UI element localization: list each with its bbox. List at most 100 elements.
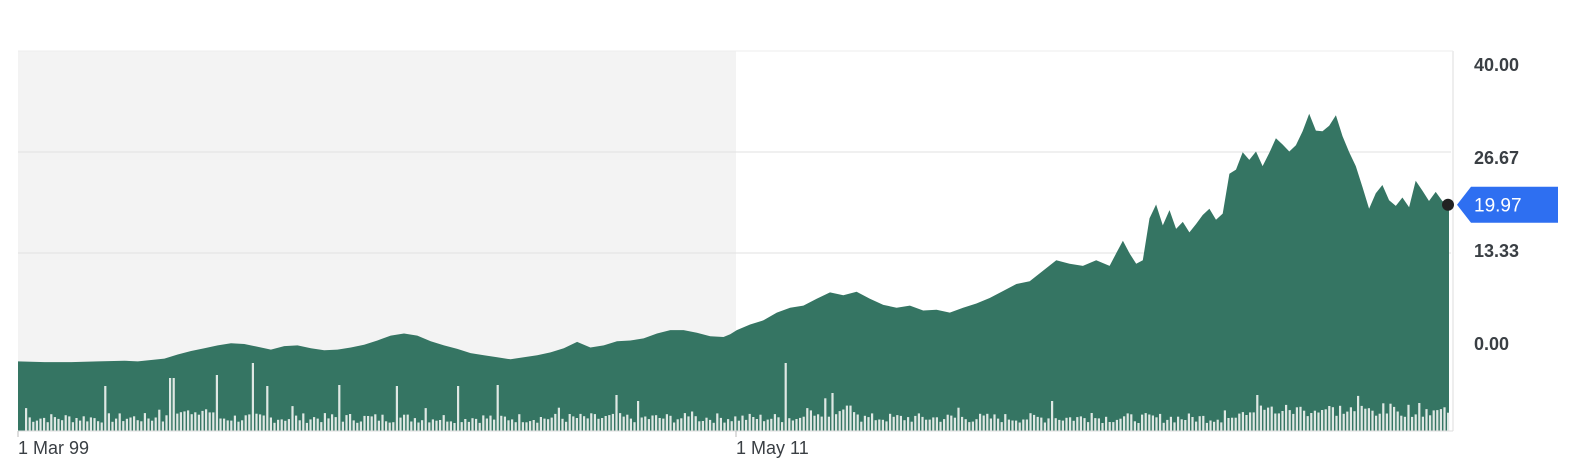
volume-bar [277,419,280,431]
volume-bar [1205,422,1208,431]
volume-bar [565,421,568,431]
volume-bar [532,420,535,431]
volume-bar [478,422,481,431]
volume-bar [1421,416,1424,431]
volume-bar [1295,407,1298,431]
volume-bar [971,421,974,431]
volume-bar [323,413,326,431]
volume-bar [151,420,154,431]
volume-bar [716,413,719,431]
volume-bar [241,420,244,431]
volume-bar [1159,413,1162,431]
volume-bar [1429,415,1432,431]
volume-bar [115,418,118,431]
volume-bar [629,418,632,431]
volume-bar [71,422,74,431]
volume-bar [554,413,557,431]
volume-bar [1029,413,1032,431]
volume-bar [791,420,794,431]
volume-bar [885,421,888,431]
volume-bar [32,421,35,431]
volume-bar [410,421,413,431]
volume-bar [140,421,143,431]
volume-bar [539,417,542,431]
volume-bar [1227,418,1230,431]
volume-bar [1245,415,1248,431]
volume-bar [1403,416,1406,431]
volume-bar [68,416,71,431]
volume-bar [583,416,586,431]
volume-bar [734,416,737,431]
volume-bar [1411,416,1414,431]
volume-bar [770,418,773,431]
volume-bar [766,419,769,431]
volume-bar [579,413,582,431]
volume-bar [1018,422,1021,431]
y-axis-ticks: 40.00 26.67 13.33 0.00 [1474,55,1519,354]
volume-bar [1112,422,1115,431]
volume-bar [503,416,506,431]
volume-bar [1310,413,1313,431]
volume-bar [61,420,64,431]
volume-bar [662,418,665,431]
volume-bar [683,413,686,431]
volume-bar [1256,395,1259,431]
volume-bar [680,418,683,431]
volume-bar [1259,405,1262,431]
volume-bar [1285,404,1288,431]
volume-bar [403,414,406,431]
volume-bar [597,418,600,431]
volume-bar [187,410,190,431]
volume-bar [1180,419,1183,431]
volume-bar [489,415,492,431]
volume-bar [1223,410,1226,431]
volume-bar [334,417,337,431]
volume-bar [1155,417,1158,431]
price-area[interactable] [18,113,1449,432]
volume-bar [881,419,884,431]
volume-bar [647,419,650,431]
volume-bar [997,418,1000,431]
volume-bar [622,416,625,431]
volume-bar [835,414,838,431]
volume-bar [928,419,931,431]
volume-bar [979,413,982,431]
volume-bar [125,418,128,431]
volume-bar [1346,411,1349,431]
volume-bar [1393,406,1396,431]
volume-bar [507,420,510,431]
volume-bar [158,409,161,431]
volume-bar [1144,413,1147,431]
volume-bar [1263,409,1266,431]
volume-bar [1043,422,1046,431]
volume-bar [932,417,935,431]
volume-bar [233,415,236,431]
volume-bar [1267,407,1270,431]
volume-bar [817,414,820,431]
volume-bar [788,418,791,431]
volume-bar [637,401,640,431]
volume-bar [1083,418,1086,431]
volume-bar [856,414,859,431]
volume-bar [1324,409,1327,431]
volume-bar [601,418,604,431]
volume-bar [223,418,226,431]
volume-bar [1195,421,1198,431]
volume-bar [500,415,503,431]
volume-bar [262,415,265,431]
volume-bar [1357,395,1360,431]
volume-bar [709,419,712,431]
volume-bar [1331,407,1334,431]
volume-bar [849,405,852,431]
volume-bar [165,415,168,431]
volume-bar [118,413,121,431]
volume-bar [1418,403,1421,431]
volume-bar [1299,406,1302,431]
volume-bar [349,414,352,431]
volume-bar [1321,410,1324,431]
volume-bar [809,410,812,431]
volume-bar [1065,417,1068,431]
volume-bar [1061,420,1064,431]
